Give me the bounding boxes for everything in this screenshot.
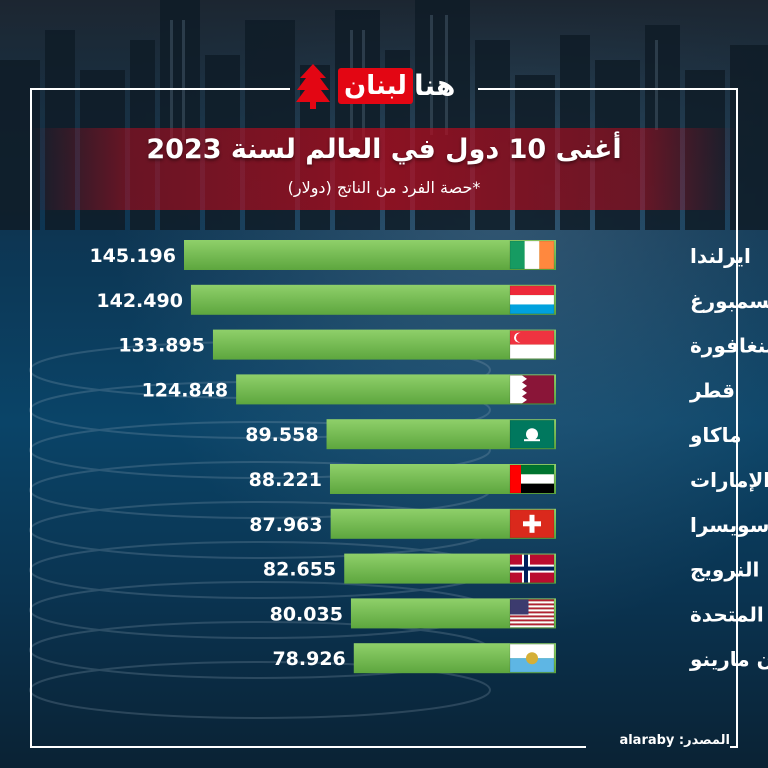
category-label: سنغافورة: [690, 334, 768, 358]
value-label: 87.963: [249, 514, 322, 536]
category-label: لوكسمبورغ: [690, 289, 768, 313]
switzerland-flag-icon: [509, 509, 555, 539]
norway-flag-icon: [509, 554, 555, 583]
chart-title: أغنى 10 دول في العالم لسنة 2023: [146, 134, 622, 165]
luxembourg-flag-icon: [509, 285, 555, 315]
value-label: 133.895: [118, 335, 205, 357]
category-label: النرويج: [690, 558, 759, 582]
bar: [190, 284, 556, 315]
usa-flag-icon: [509, 599, 555, 628]
bar: [184, 240, 556, 270]
value-label: 124.848: [142, 379, 229, 401]
logo-word-lebnan: لبنان: [338, 68, 413, 104]
chart-subtitle: *حصة الفرد من الناتج (دولار): [287, 178, 481, 197]
category-label: سان مارينو: [689, 647, 768, 671]
category-label: سويسرا: [690, 513, 768, 537]
ireland-flag-icon: [509, 240, 555, 270]
value-label: 78.926: [272, 648, 345, 670]
uae-flag-icon: [509, 464, 555, 494]
hona-lebnan-logo: لبنان هنا: [294, 58, 484, 114]
bar: [212, 329, 556, 360]
qatar-flag-icon: [509, 374, 555, 404]
value-label: 145.196: [89, 245, 176, 267]
value-label: 89.558: [245, 424, 318, 446]
macau-flag-icon: [509, 419, 555, 449]
bar: [236, 374, 556, 405]
category-label: الولايات المتحدة: [690, 602, 768, 626]
value-label: 88.221: [249, 469, 322, 491]
category-label: ماكاو: [689, 423, 741, 447]
source-note: المصدر: alaraby: [619, 733, 730, 748]
singapore-flag-icon: [509, 330, 555, 360]
title-band: [30, 128, 738, 210]
category-label: قطر: [689, 378, 735, 402]
logo-word-hona: هنا: [414, 69, 456, 102]
san-marino-flag-icon: [509, 643, 555, 673]
value-label: 80.035: [270, 603, 343, 625]
category-label: ايرلندا: [690, 244, 751, 268]
value-label: 82.655: [263, 559, 336, 581]
value-label: 142.490: [96, 290, 183, 312]
cedar-icon: [296, 64, 330, 109]
category-label: الإمارات: [690, 468, 768, 492]
